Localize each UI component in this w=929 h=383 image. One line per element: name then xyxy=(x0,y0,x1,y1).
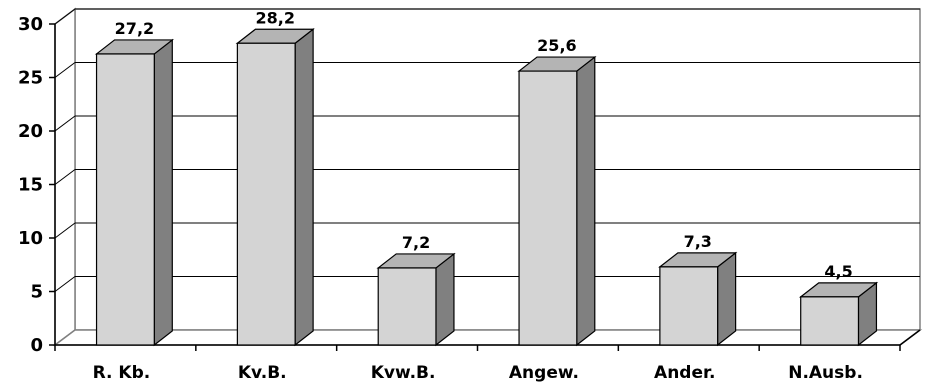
gridline-side xyxy=(54,115,76,132)
bar xyxy=(517,55,597,347)
bar-side xyxy=(153,38,173,347)
bar-front xyxy=(800,296,860,346)
bar xyxy=(658,251,738,347)
bar-side xyxy=(717,251,737,347)
data-label: 7,3 xyxy=(684,232,712,251)
x-tick-label: Ander. xyxy=(654,363,715,383)
gridline-side xyxy=(54,62,76,78)
gridline-side xyxy=(54,222,76,239)
data-label: 25,6 xyxy=(537,36,576,55)
y-tick-label: 15 xyxy=(18,175,43,196)
bar-side xyxy=(435,252,455,347)
y-tick-label: 5 xyxy=(30,282,43,303)
bar-front xyxy=(236,42,296,346)
axes xyxy=(49,23,921,351)
y-tick-label: 10 xyxy=(18,228,43,249)
bar-side xyxy=(576,55,596,347)
bar-front xyxy=(377,267,437,346)
data-label: 27,2 xyxy=(115,19,154,38)
x-tick-label: Kvw.B. xyxy=(371,363,436,383)
bar xyxy=(798,281,879,347)
data-label: 7,2 xyxy=(402,233,430,252)
x-tick-label: N.Ausb. xyxy=(788,363,863,383)
gridline-side xyxy=(54,276,76,292)
bar-front xyxy=(659,266,719,346)
floor xyxy=(52,329,923,346)
labels: 0 5 10 15 20 25 30 27,2 R. Kb. 28,2 Kv.B. 7,2 Kvw.B.… xyxy=(18,8,863,383)
gridline-side xyxy=(54,8,76,25)
data-label: 28,2 xyxy=(256,8,295,27)
bar xyxy=(94,38,175,347)
y-tick-label: 0 xyxy=(30,335,43,356)
bar xyxy=(376,252,456,347)
bar-front xyxy=(518,70,578,346)
x-tick-label: Angew. xyxy=(509,363,579,383)
y-tick-label: 30 xyxy=(18,14,43,35)
x-tick-label: R. Kb. xyxy=(93,363,151,383)
y-tick-label: 20 xyxy=(18,121,43,142)
chart-walls xyxy=(52,7,923,347)
data-label: 4,5 xyxy=(824,262,852,281)
gridline-side xyxy=(54,169,76,185)
bars xyxy=(94,28,879,347)
gridlines xyxy=(54,8,920,292)
bar-front xyxy=(95,53,155,346)
x-axis-end xyxy=(899,329,921,346)
bar-side xyxy=(294,28,314,347)
bar xyxy=(235,28,315,347)
y-tick-label: 25 xyxy=(18,68,43,89)
x-tick-label: Kv.B. xyxy=(238,363,287,383)
